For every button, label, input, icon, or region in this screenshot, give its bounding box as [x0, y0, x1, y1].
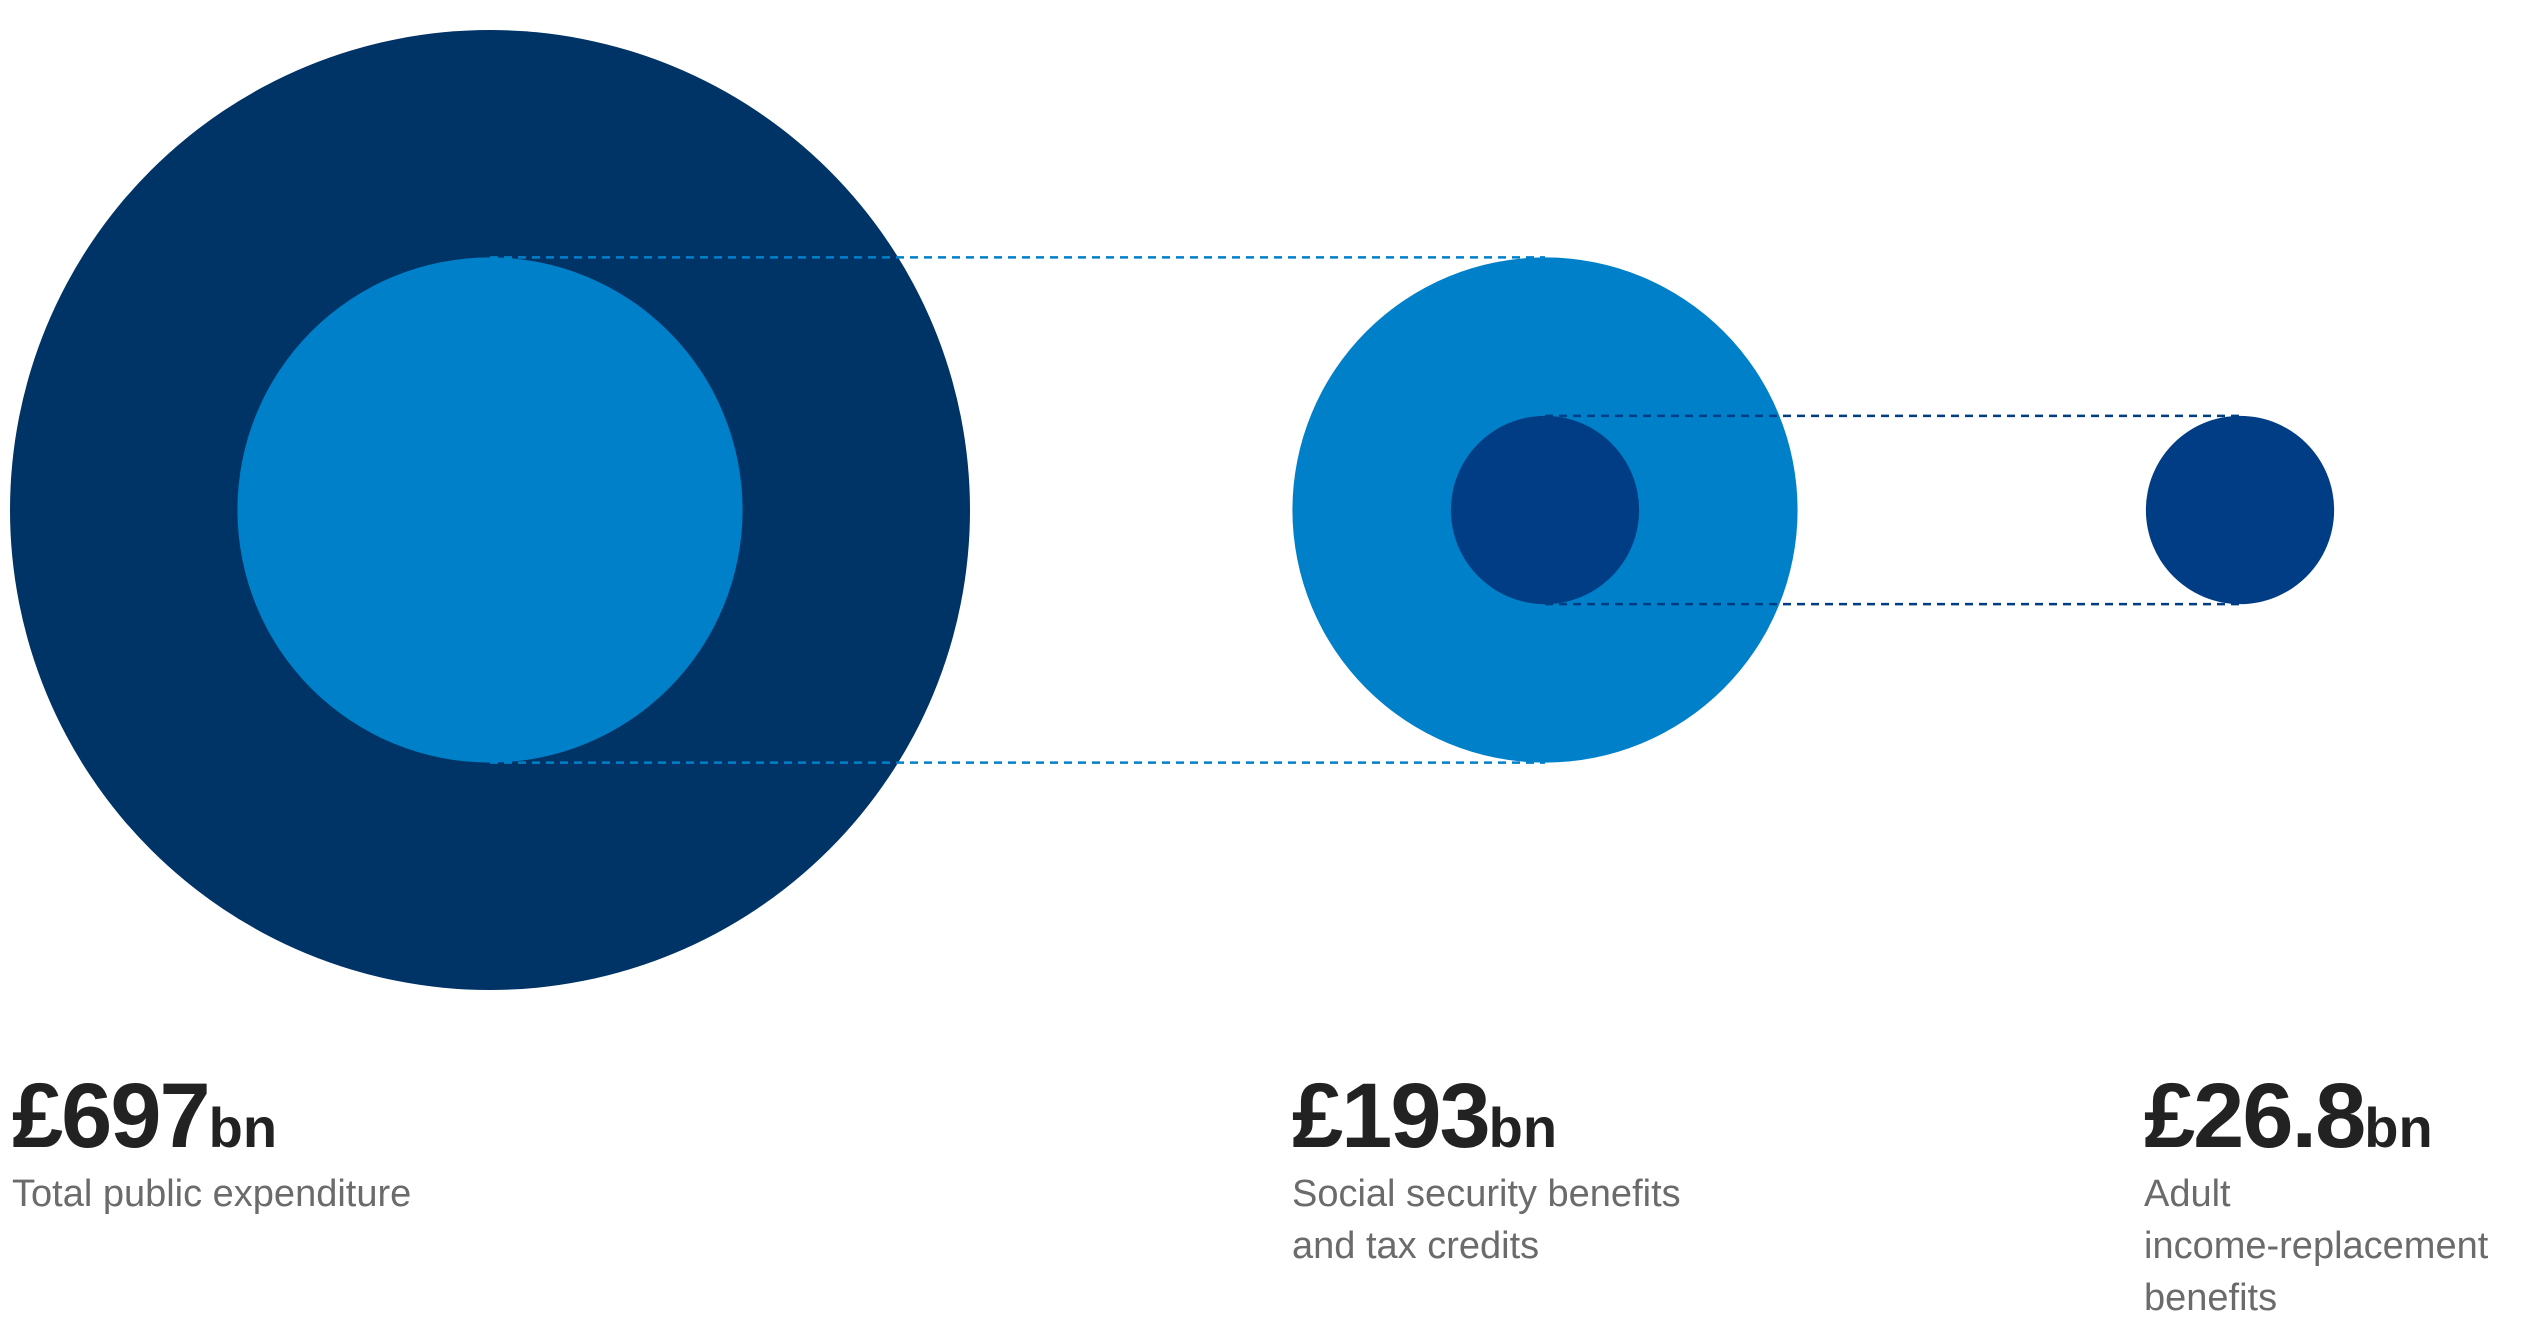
value-unit: bn	[208, 1096, 278, 1159]
description: Total public expenditure	[12, 1168, 411, 1220]
value-currency: £	[2144, 1065, 2195, 1167]
value-currency: £	[1292, 1065, 1343, 1167]
description: Social security benefits and tax credits	[1292, 1168, 1681, 1272]
label-adult-income-replacement-benefits: £26.8bn Adult income-replacement benefit…	[2144, 1070, 2488, 1324]
bubble-social-security-nested	[237, 257, 743, 763]
description: Adult income-replacement benefits	[2144, 1168, 2488, 1324]
value-unit: bn	[2364, 1096, 2433, 1159]
description-line: Social security benefits	[1292, 1173, 1681, 1215]
value-social-security-benefits: £193bn	[1292, 1070, 1681, 1162]
value-currency: £	[12, 1065, 63, 1167]
value-number: 26.8	[2193, 1065, 2366, 1167]
description-line: benefits	[2144, 1277, 2278, 1319]
label-social-security-benefits: £193bn Social security benefits and tax …	[1292, 1070, 1681, 1272]
value-number: 697	[61, 1065, 210, 1167]
value-adult-income-replacement-benefits: £26.8bn	[2144, 1070, 2488, 1162]
bubble-adult-benefits-nested	[1450, 415, 1640, 605]
value-number: 193	[1341, 1065, 1490, 1167]
description-line: Total public expenditure	[12, 1173, 412, 1215]
label-total-public-expenditure: £697bn Total public expenditure	[12, 1070, 411, 1220]
value-total-public-expenditure: £697bn	[12, 1070, 411, 1162]
bubble-adult-income-replacement-benefits	[2145, 415, 2335, 605]
value-unit: bn	[1488, 1096, 1558, 1159]
description-line: and tax credits	[1292, 1225, 1540, 1267]
description-line: income-replacement	[2144, 1225, 2489, 1267]
description-line: Adult	[2144, 1173, 2231, 1215]
